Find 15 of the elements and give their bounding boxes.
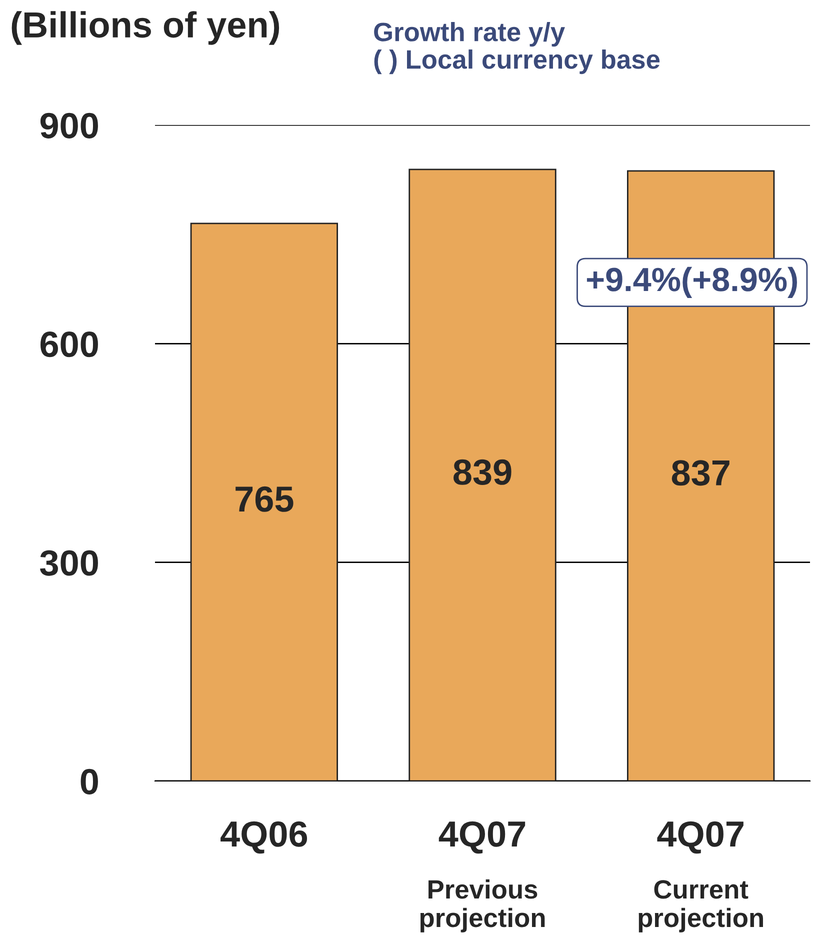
y-tick-label: 0 xyxy=(80,768,98,794)
x-tick-label: 4Q06 xyxy=(220,821,308,854)
x-tick-label: 4Q07 Current projection xyxy=(638,821,763,932)
data-label: 765 xyxy=(236,486,294,512)
y-tick-label: 300 xyxy=(40,550,98,576)
text: Growth rate y/y ( ) Local currency base xyxy=(374,22,660,74)
bar xyxy=(408,168,556,781)
bar xyxy=(190,222,338,781)
y-tick-label: 900 xyxy=(40,112,98,138)
x-tick-label: 4Q07 Previous projection xyxy=(420,821,545,932)
data-label: 839 xyxy=(454,459,512,485)
y-tick-label: 600 xyxy=(40,332,98,358)
annotation: +9.4%(+8.9%) xyxy=(586,266,797,298)
data-label: 837 xyxy=(672,460,730,486)
y-axis-title: (Billions of yen) xyxy=(12,11,280,45)
